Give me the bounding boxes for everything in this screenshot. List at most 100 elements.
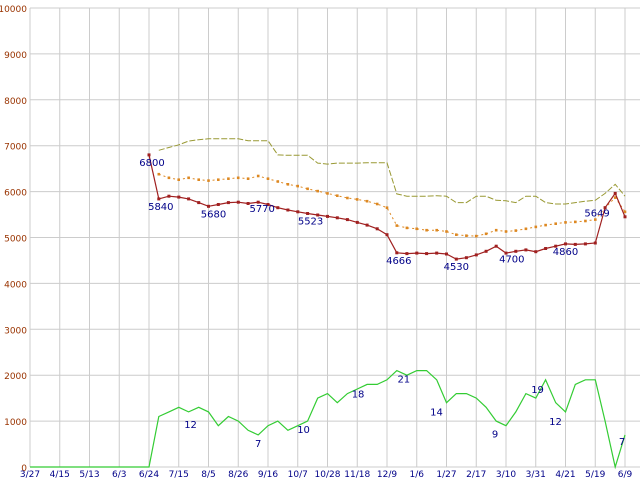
point-label: 5840 bbox=[148, 202, 173, 213]
series-price-marker bbox=[207, 204, 210, 208]
x-axis-label: 11/18 bbox=[344, 470, 370, 480]
series-mid-band-marker bbox=[514, 229, 518, 232]
point-label: 5523 bbox=[298, 216, 323, 227]
series-price-marker bbox=[157, 197, 161, 201]
series-price-marker bbox=[425, 252, 429, 256]
y-axis-label: 10000 bbox=[0, 5, 27, 15]
series-price-marker bbox=[226, 201, 230, 205]
x-axis-label: 3/31 bbox=[526, 470, 546, 480]
x-axis-label: 6/3 bbox=[112, 470, 126, 480]
series-price-marker bbox=[335, 216, 339, 220]
series-mid-band-marker bbox=[613, 196, 617, 199]
y-axis-label: 6000 bbox=[4, 189, 27, 199]
series-price-marker bbox=[494, 244, 498, 248]
series-price-marker bbox=[524, 248, 528, 252]
x-axis-label: 5/13 bbox=[79, 470, 99, 480]
series-mid-band-marker bbox=[177, 178, 180, 181]
series-price-marker bbox=[216, 203, 220, 206]
series-price-marker bbox=[256, 200, 260, 204]
series-price-marker bbox=[603, 206, 607, 210]
series-mid-band-marker bbox=[365, 199, 369, 203]
point-label: 5680 bbox=[201, 209, 226, 220]
series-mid-band-marker bbox=[157, 172, 161, 176]
series-mid-band-marker bbox=[336, 194, 339, 197]
series-mid-band-marker bbox=[385, 206, 389, 209]
series-mid-band-marker bbox=[584, 219, 587, 223]
series-price-marker bbox=[355, 220, 359, 224]
x-axis-label: 10/28 bbox=[315, 470, 341, 480]
series-price-marker bbox=[454, 257, 458, 261]
series-mid-band-marker bbox=[474, 234, 478, 238]
series-mid-band-marker bbox=[227, 177, 230, 180]
series-price-marker bbox=[484, 249, 488, 253]
x-axis-label: 12/9 bbox=[377, 470, 397, 480]
point-label: 4860 bbox=[553, 247, 578, 258]
series-price-marker bbox=[554, 244, 558, 248]
series-price-marker bbox=[266, 203, 270, 206]
series-price-marker bbox=[375, 227, 379, 231]
x-axis-label: 4/15 bbox=[50, 470, 70, 480]
series-price-marker bbox=[187, 197, 191, 201]
point-label: 14 bbox=[430, 408, 443, 419]
series-mid-band-marker bbox=[415, 227, 418, 231]
x-axis-label: 7/15 bbox=[169, 470, 189, 480]
point-label: 12 bbox=[549, 417, 562, 428]
series-mid-band-marker bbox=[217, 178, 220, 181]
x-axis-label: 3/10 bbox=[496, 470, 516, 480]
series-mid-band-marker bbox=[623, 210, 627, 214]
series-mid-band-marker bbox=[316, 189, 319, 193]
y-axis-label: 4000 bbox=[4, 280, 27, 290]
y-axis-label: 2000 bbox=[4, 372, 27, 382]
x-axis-label: 1/6 bbox=[410, 470, 425, 480]
point-label: 21 bbox=[397, 375, 410, 386]
series-price-marker bbox=[167, 194, 171, 198]
series-mid-band-marker bbox=[544, 223, 547, 227]
series-mid-band-marker bbox=[465, 234, 468, 237]
series-price-marker bbox=[534, 250, 538, 254]
series-mid-band-marker bbox=[435, 228, 438, 232]
y-axis-label: 8000 bbox=[4, 97, 27, 107]
point-label: 7 bbox=[619, 437, 625, 448]
series-price-marker bbox=[405, 252, 409, 256]
series-mid-band-marker bbox=[236, 176, 240, 180]
series-price-marker bbox=[345, 218, 349, 222]
series-mid-band-marker bbox=[484, 232, 488, 236]
point-label: 6800 bbox=[139, 158, 164, 169]
point-label: 19 bbox=[531, 385, 544, 396]
y-axis-label: 7000 bbox=[4, 143, 27, 153]
series-mid-band-marker bbox=[574, 220, 577, 224]
series-price-marker bbox=[583, 242, 587, 246]
point-label: 5649 bbox=[584, 209, 609, 220]
series-mid-band-marker bbox=[455, 233, 458, 236]
series-price-marker bbox=[613, 191, 617, 195]
x-axis-label: 1/27 bbox=[436, 470, 456, 480]
series-price-marker bbox=[435, 251, 439, 255]
series-price-marker bbox=[276, 206, 280, 210]
x-axis-label: 8/5 bbox=[201, 470, 215, 480]
point-label: 4700 bbox=[499, 254, 524, 265]
series-price-marker bbox=[326, 214, 329, 218]
series-mid-band-marker bbox=[534, 225, 538, 229]
series-mid-band-marker bbox=[594, 218, 597, 221]
series-mid-band-marker bbox=[375, 202, 379, 206]
point-label: 4666 bbox=[386, 256, 411, 267]
point-label: 18 bbox=[352, 389, 365, 400]
series-price-marker bbox=[514, 249, 518, 253]
series-mid-band-marker bbox=[564, 221, 567, 224]
series-mid-band-marker bbox=[425, 228, 428, 232]
point-label: 7 bbox=[255, 439, 261, 450]
series-price-marker bbox=[474, 253, 478, 257]
series-price-marker bbox=[464, 256, 468, 260]
series-mid-band-marker bbox=[246, 177, 250, 180]
series-price-marker bbox=[246, 202, 250, 205]
y-axis-label: 3000 bbox=[4, 326, 27, 336]
series-price-marker bbox=[236, 200, 240, 204]
x-axis-label: 5/19 bbox=[585, 470, 605, 480]
series-mid-band-marker bbox=[395, 224, 399, 227]
series-price-marker bbox=[415, 251, 419, 255]
y-axis-label: 5000 bbox=[4, 235, 27, 245]
series-mid-band-marker bbox=[306, 187, 309, 191]
series-mid-band-marker bbox=[346, 196, 349, 200]
